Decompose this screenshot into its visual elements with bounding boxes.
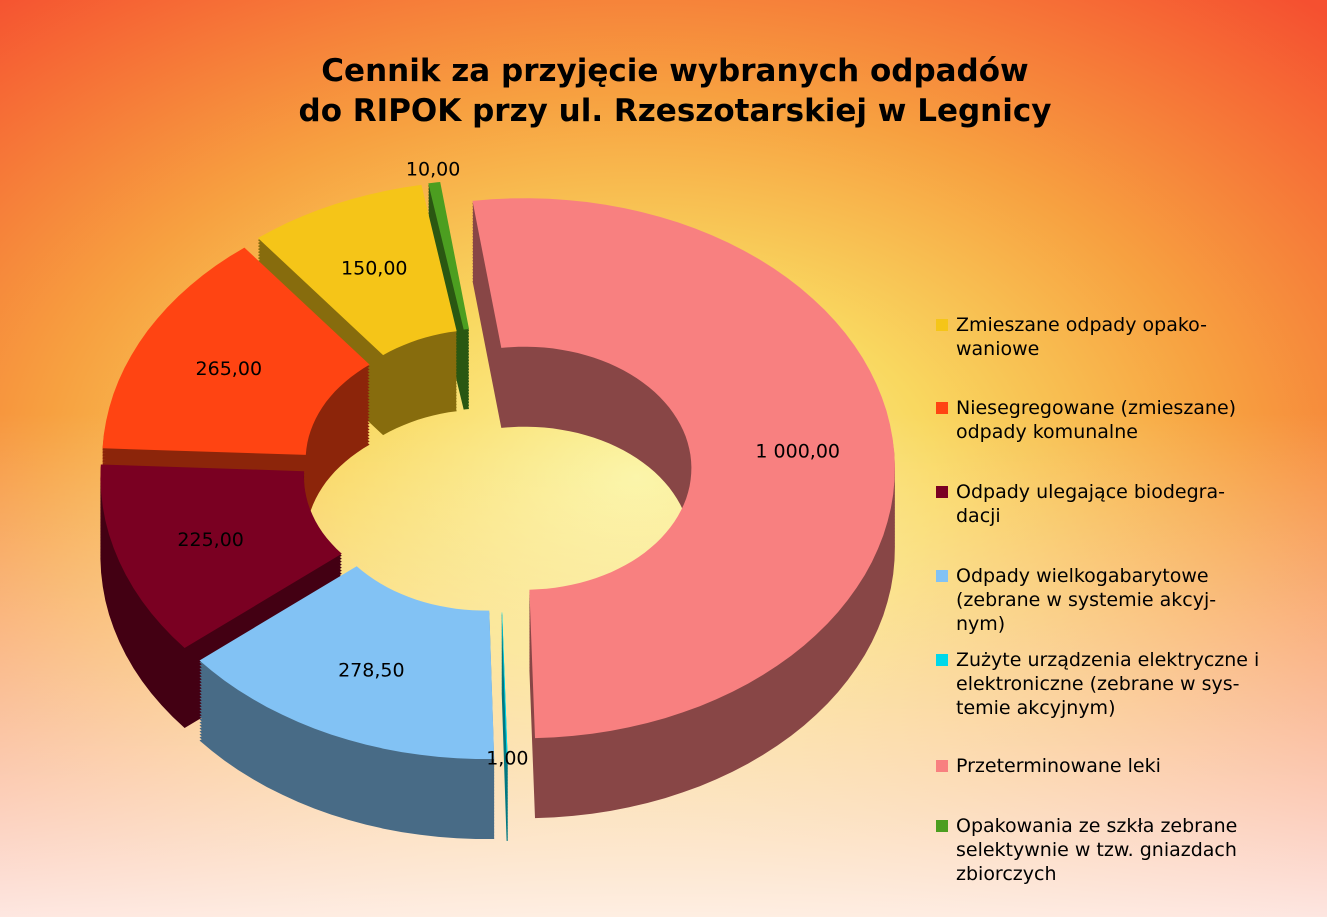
slice: [257, 184, 457, 356]
legend-label: Opakowania ze szkła zebrane selektywnie w…: [956, 815, 1237, 885]
slice-side: [428, 184, 469, 410]
slice: [100, 464, 342, 648]
legend-label: Odpady ulegające biodegra-dacji: [956, 481, 1225, 527]
legend-label: Odpady wielkogabarytowe (zebrane w system…: [956, 565, 1216, 635]
legend-label: Niesegregowane (zmieszane) odpady komunal…: [956, 397, 1236, 443]
data-label: 265,00: [196, 357, 262, 379]
legend-swatch: [936, 760, 948, 772]
legend-swatch: [936, 486, 948, 498]
data-label: 1,00: [486, 747, 528, 769]
chart-title: Cennik za przyjęcie wybranych odpadów do …: [299, 53, 1052, 129]
slice: [102, 247, 370, 455]
legend-label: Przeterminowane leki: [956, 755, 1161, 777]
slice: [501, 612, 508, 761]
legend-label: Zmieszane odpady opako-waniowe: [956, 314, 1207, 360]
data-label: 150,00: [341, 257, 407, 279]
slice: [428, 182, 469, 330]
legend-swatch: [936, 820, 948, 832]
data-label: 225,00: [177, 528, 243, 550]
data-label: 10,00: [406, 158, 460, 180]
data-label: 1 000,00: [755, 440, 840, 462]
legend-swatch: [936, 319, 948, 331]
legend-swatch: [936, 654, 948, 666]
legend-swatch: [936, 402, 948, 414]
legend-label: Zużyte urządzenia elektryczne i elektroni…: [956, 649, 1259, 719]
slice-side: [501, 614, 508, 841]
legend-swatch: [936, 570, 948, 582]
slice: [472, 198, 895, 739]
data-label: 278,50: [338, 659, 404, 681]
slice: [199, 566, 495, 759]
